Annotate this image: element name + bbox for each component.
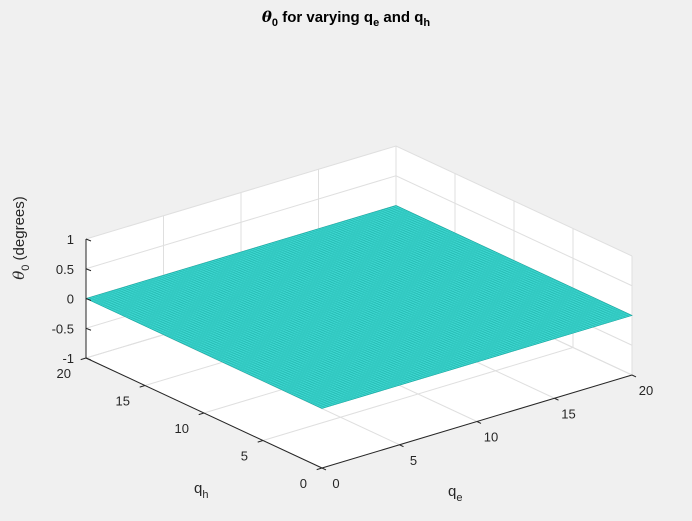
x-axis-label: qe [448, 483, 462, 504]
z-grid-line [85, 175, 633, 287]
y-tick-label: 20 [57, 366, 71, 381]
tick-marks [80, 238, 637, 471]
surface-mesh [85, 205, 633, 409]
y-tick [316, 467, 323, 471]
chart-title: θ0 for varying qe and qh [262, 8, 430, 29]
y-tick-label: 10 [175, 421, 189, 436]
y-axis-label: qh [194, 480, 208, 501]
z-axis-label: θ0 (degrees) [10, 196, 32, 280]
z-tick [85, 268, 92, 272]
z-tick [85, 357, 92, 361]
z-tick-label: 1 [67, 232, 74, 247]
x-tick-label: 10 [484, 430, 498, 445]
x-tick [321, 467, 327, 471]
y-tick-label: 0 [300, 476, 307, 491]
x-tick [399, 444, 404, 448]
x-tick [476, 421, 482, 424]
z-tick-label: -1 [62, 351, 74, 366]
z-tick [85, 298, 92, 301]
y-tick [80, 357, 87, 361]
z-tick [85, 327, 92, 331]
z-tick [85, 238, 92, 242]
x-tick [631, 374, 637, 378]
surface-mesh-lines [85, 205, 633, 409]
y-tick [198, 412, 205, 416]
x-tick-label: 5 [410, 453, 417, 468]
y-tick-label: 5 [241, 449, 248, 464]
z-grid-line [85, 145, 633, 257]
z-tick-label: 0 [67, 292, 74, 307]
y-tick [257, 440, 264, 443]
x-tick-label: 15 [561, 406, 575, 421]
x-tick [554, 397, 559, 401]
y-tick-label: 15 [116, 394, 130, 409]
z-tick-label: -0.5 [52, 321, 74, 336]
x-tick-label: 0 [332, 476, 339, 491]
x-tick-label: 20 [639, 383, 653, 398]
y-tick [139, 385, 146, 388]
z-tick-label: 0.5 [56, 262, 74, 277]
